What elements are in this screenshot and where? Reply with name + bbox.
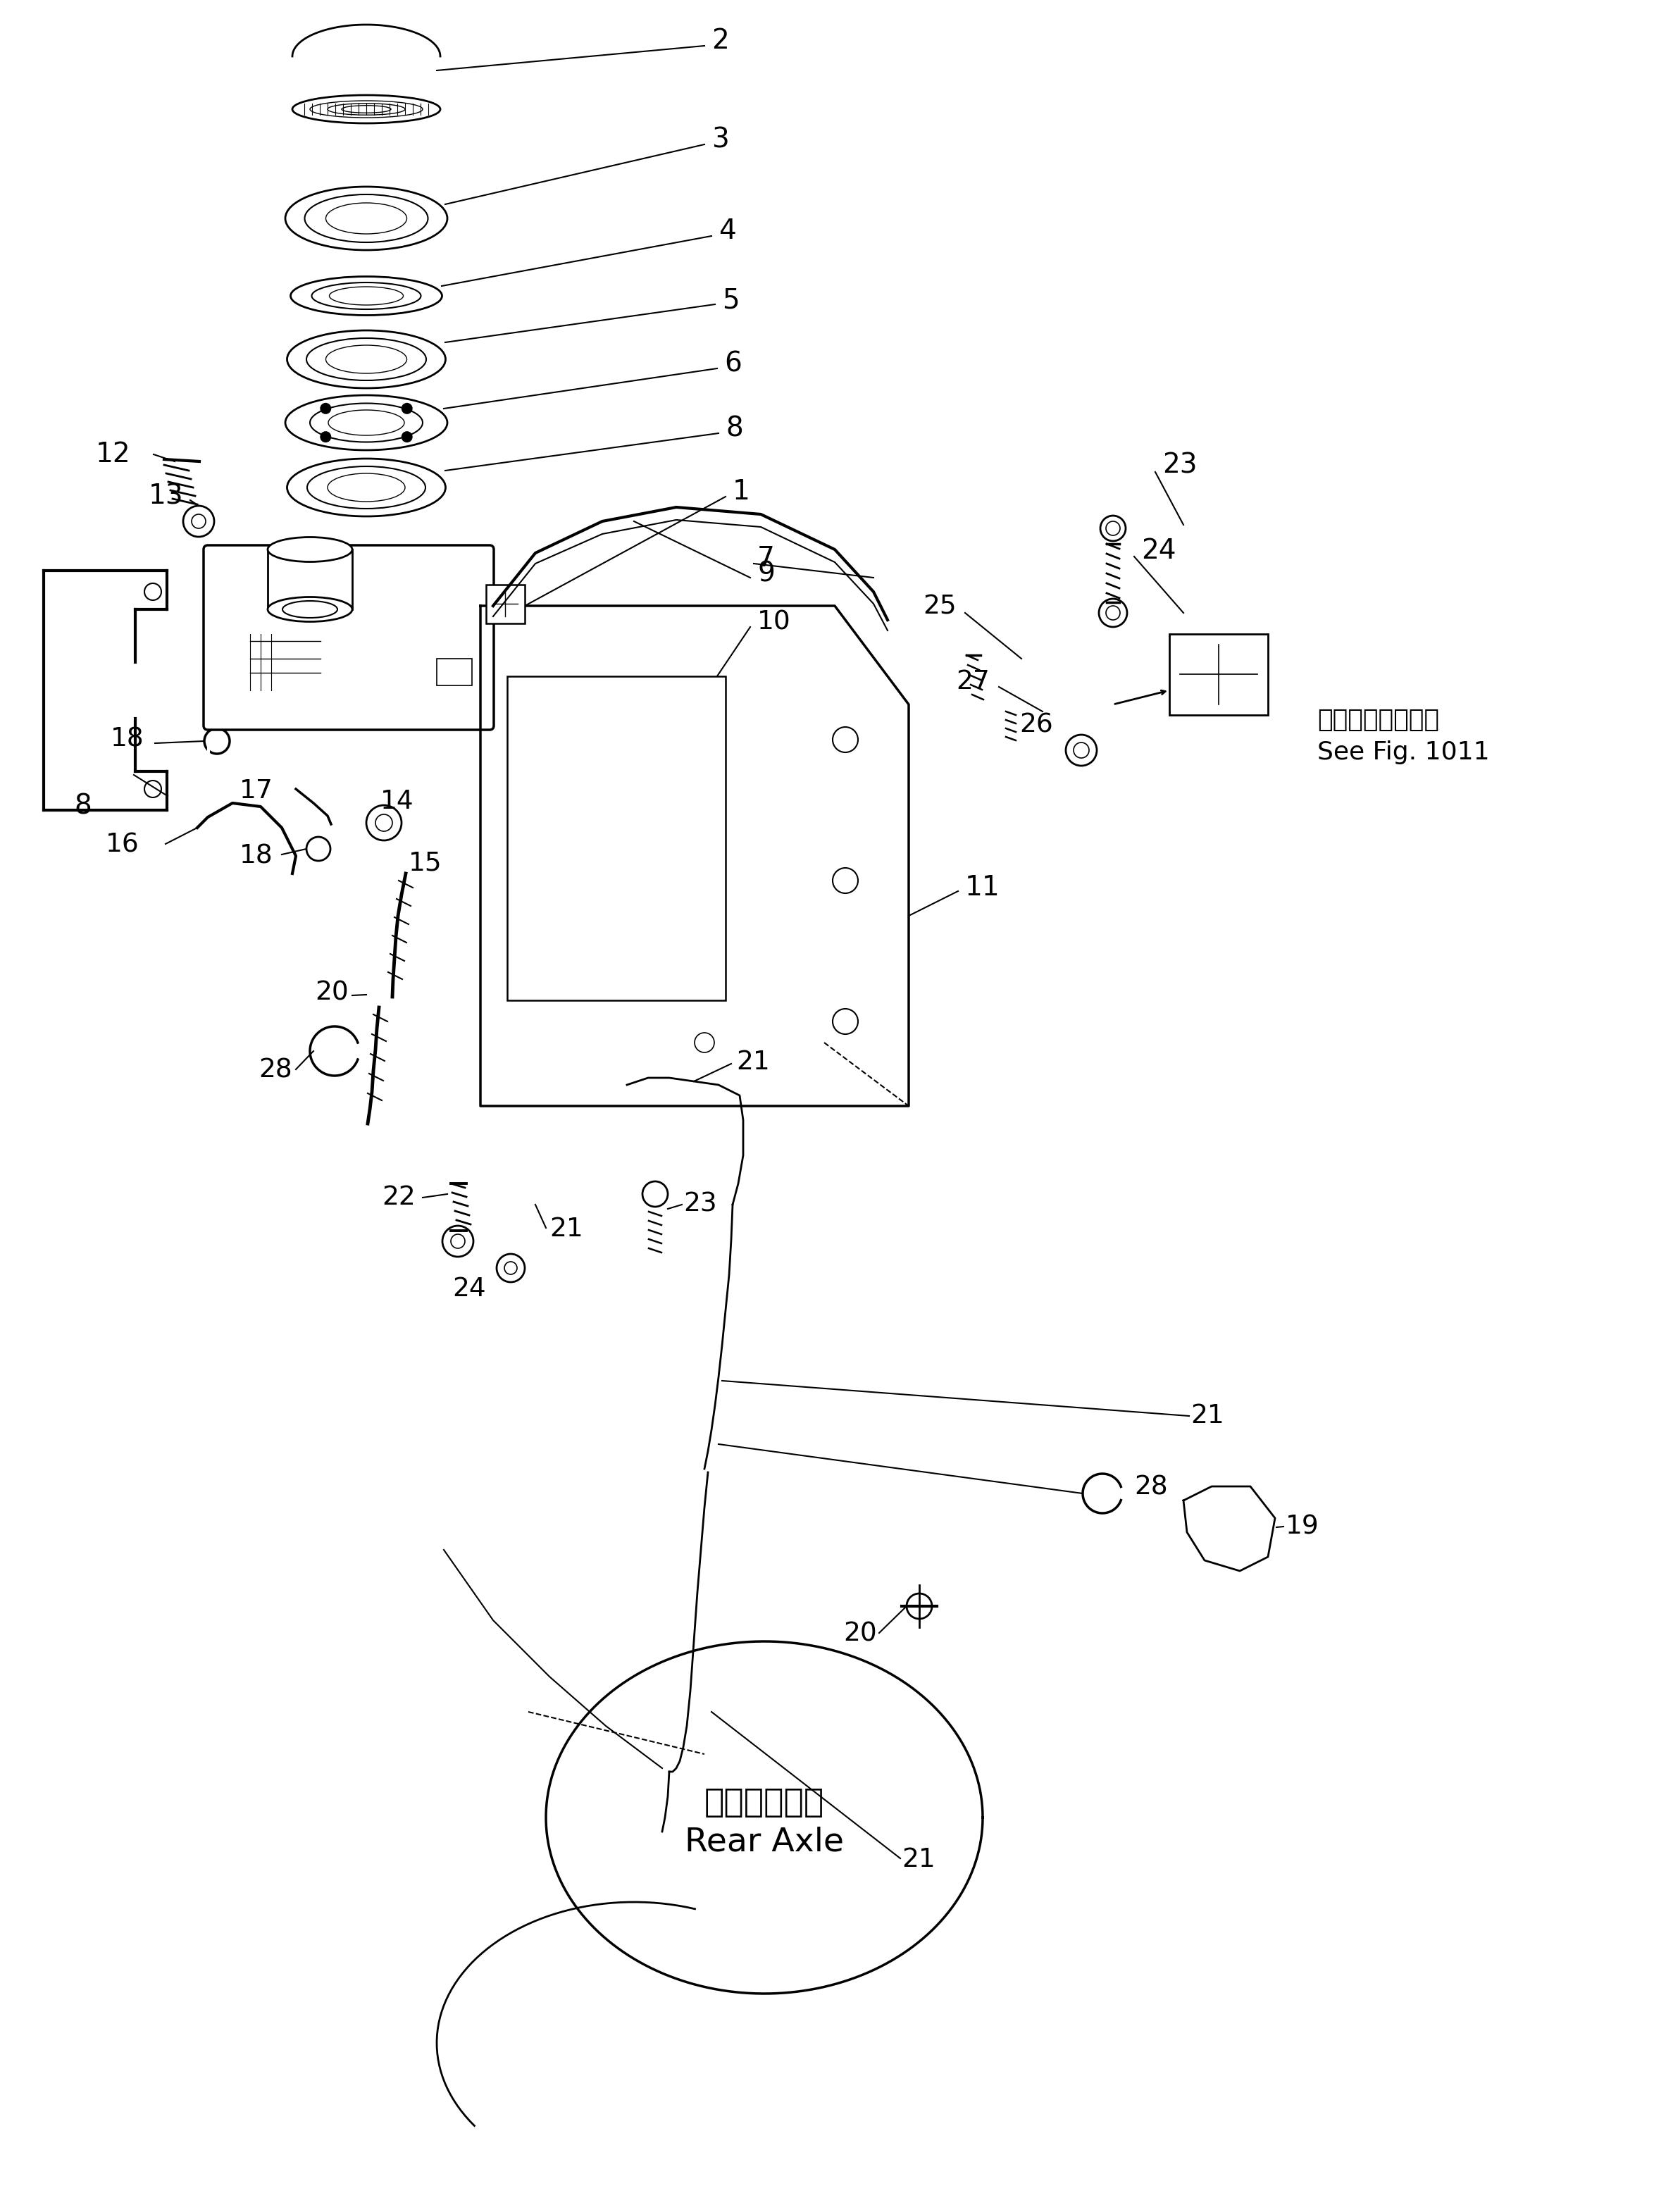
Circle shape bbox=[402, 431, 412, 442]
Text: 23: 23 bbox=[683, 1192, 716, 1217]
Circle shape bbox=[319, 431, 331, 442]
Text: 18: 18 bbox=[111, 728, 144, 752]
Text: 21: 21 bbox=[1191, 1402, 1224, 1429]
Text: Rear Axle: Rear Axle bbox=[685, 1827, 844, 1858]
Ellipse shape bbox=[309, 403, 423, 442]
Text: 27: 27 bbox=[956, 670, 989, 695]
Bar bbox=[486, 584, 524, 624]
Ellipse shape bbox=[304, 195, 428, 243]
Text: 20: 20 bbox=[314, 980, 349, 1006]
Text: 9: 9 bbox=[758, 562, 774, 588]
Circle shape bbox=[642, 1181, 668, 1208]
Text: 7: 7 bbox=[758, 544, 774, 573]
Circle shape bbox=[319, 403, 331, 414]
Text: 10: 10 bbox=[758, 611, 791, 635]
Ellipse shape bbox=[306, 338, 427, 380]
Text: 6: 6 bbox=[724, 349, 741, 376]
Text: See Fig. 1011: See Fig. 1011 bbox=[1317, 741, 1490, 765]
Text: 16: 16 bbox=[106, 832, 139, 858]
Ellipse shape bbox=[293, 95, 440, 124]
Ellipse shape bbox=[284, 396, 447, 451]
Text: 12: 12 bbox=[96, 440, 131, 467]
Ellipse shape bbox=[284, 186, 447, 250]
Text: 19: 19 bbox=[1285, 1515, 1320, 1540]
Text: 1: 1 bbox=[733, 478, 751, 504]
Bar bbox=[1169, 635, 1269, 714]
Text: 24: 24 bbox=[453, 1276, 486, 1303]
Text: 13: 13 bbox=[149, 482, 184, 511]
Ellipse shape bbox=[268, 597, 352, 622]
Text: 第１０１１図参照: 第１０１１図参照 bbox=[1317, 708, 1439, 732]
Ellipse shape bbox=[311, 283, 420, 310]
Text: 17: 17 bbox=[240, 779, 273, 803]
Bar bbox=[508, 677, 726, 1000]
Polygon shape bbox=[480, 606, 908, 1106]
Polygon shape bbox=[1184, 1486, 1275, 1571]
Text: 26: 26 bbox=[1019, 712, 1054, 739]
Text: 18: 18 bbox=[240, 843, 273, 869]
Text: 14: 14 bbox=[380, 790, 414, 814]
Bar bbox=[437, 659, 471, 686]
Ellipse shape bbox=[268, 538, 352, 562]
Text: 22: 22 bbox=[382, 1186, 415, 1210]
Text: 21: 21 bbox=[549, 1217, 584, 1241]
Text: 28: 28 bbox=[258, 1057, 293, 1084]
Ellipse shape bbox=[291, 276, 442, 316]
Text: リヤアクスル: リヤアクスル bbox=[705, 1787, 824, 1818]
Text: 5: 5 bbox=[723, 288, 739, 314]
Text: 21: 21 bbox=[901, 1847, 935, 1871]
Text: 25: 25 bbox=[923, 595, 956, 619]
Text: 3: 3 bbox=[711, 126, 729, 153]
Text: 24: 24 bbox=[1141, 538, 1176, 564]
Polygon shape bbox=[546, 1641, 982, 1993]
Circle shape bbox=[402, 403, 412, 414]
Text: 28: 28 bbox=[1135, 1475, 1168, 1500]
Text: 23: 23 bbox=[1163, 451, 1197, 478]
Text: 8: 8 bbox=[74, 794, 91, 821]
Text: 21: 21 bbox=[736, 1051, 769, 1075]
Text: 15: 15 bbox=[409, 849, 442, 876]
Ellipse shape bbox=[308, 467, 425, 509]
Ellipse shape bbox=[288, 330, 445, 387]
Text: 8: 8 bbox=[726, 416, 743, 442]
FancyBboxPatch shape bbox=[203, 544, 495, 730]
Circle shape bbox=[1100, 515, 1126, 542]
Text: 2: 2 bbox=[711, 27, 729, 55]
Ellipse shape bbox=[288, 458, 445, 515]
Text: 11: 11 bbox=[964, 874, 1001, 900]
Text: 4: 4 bbox=[718, 217, 736, 246]
Polygon shape bbox=[293, 24, 440, 108]
Text: 20: 20 bbox=[844, 1621, 877, 1648]
